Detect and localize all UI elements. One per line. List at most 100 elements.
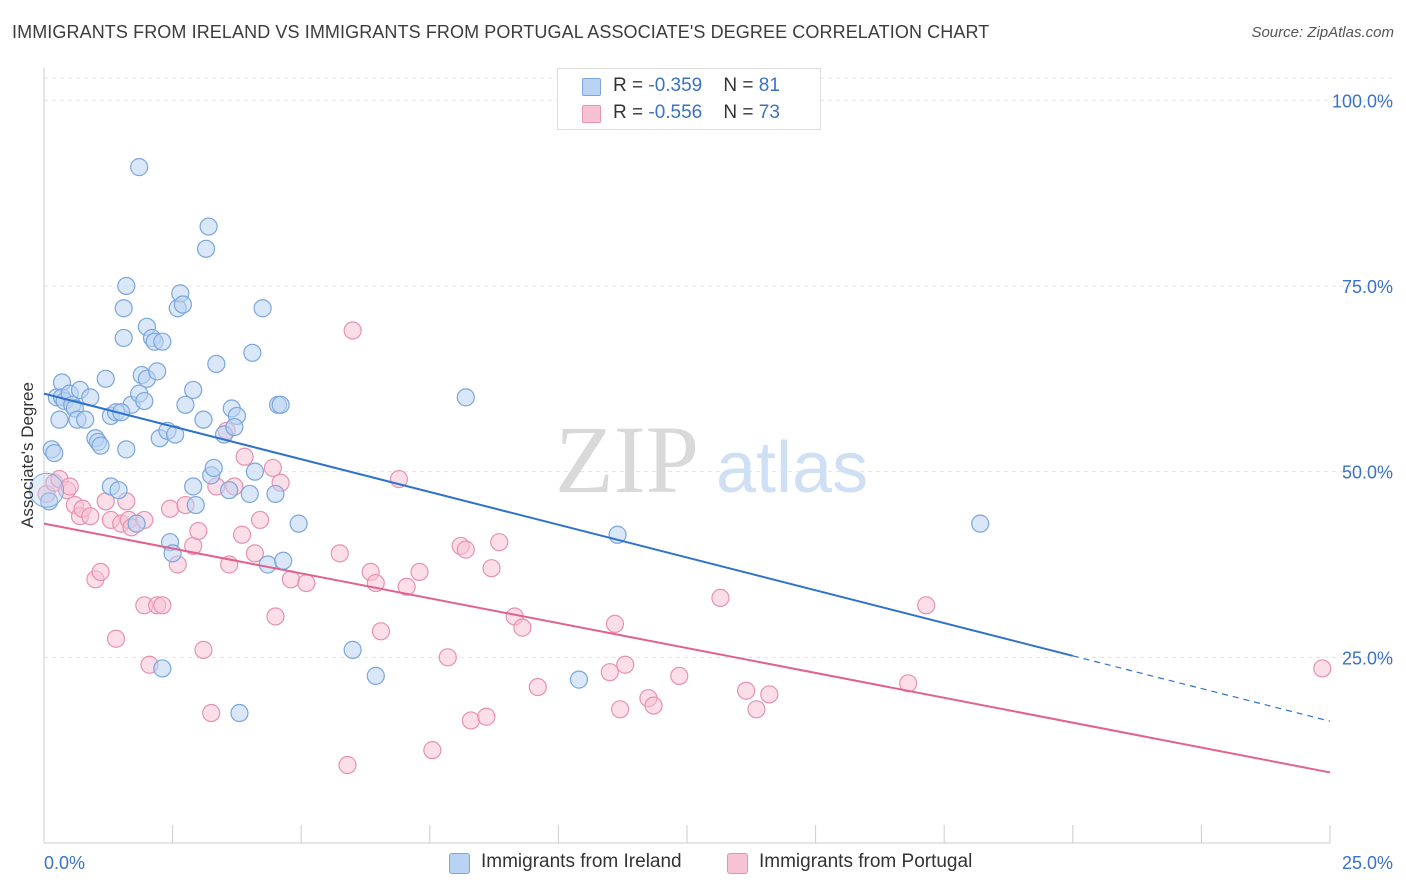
data-point-portugal [461,711,481,730]
data-point-ireland [366,666,385,685]
y-tick-label: 50.0% [1342,463,1393,483]
data-point-ireland [184,477,203,496]
r-value: -0.359 [648,75,703,96]
axes [43,68,1331,844]
legend-text-ireland: R = -0.359 N = 81 [613,75,780,97]
data-point-portugal [513,618,532,637]
data-point-portugal [194,640,213,659]
data-point-ireland [166,425,185,444]
data-point-portugal [490,533,509,552]
data-point-portugal [737,681,756,700]
legend-swatch-portugal [727,853,748,874]
data-point-ireland [148,362,167,381]
data-point-portugal [456,540,475,559]
data-point-ireland-cluster [29,472,65,508]
data-point-ireland [274,551,293,570]
n-label: N = [723,75,759,96]
watermark-zip: ZIP [555,406,699,513]
x-tick-label: 25.0% [1342,853,1393,873]
data-point-ireland [289,514,308,533]
y-tick-label: 100.0% [1332,91,1393,111]
data-point-portugal [477,707,496,726]
data-point-ireland [569,670,589,689]
data-point-ireland [258,555,277,574]
legend-swatch-ireland [449,853,470,874]
trendline-portugal [43,522,1331,774]
data-point-ireland [91,436,110,455]
data-point-ireland [253,299,272,318]
y-tick-labels: 25.0% 50.0% 75.0% 100.0% [1332,91,1393,668]
data-point-portugal [106,629,126,648]
data-point-ireland [199,217,218,236]
data-point-portugal [330,544,349,563]
data-point-portugal [423,741,442,760]
data-point-ireland [186,495,205,515]
data-point-portugal [153,596,172,615]
data-point-ireland [266,484,285,504]
data-point-portugal [1313,659,1332,678]
series-ireland-points [29,158,990,723]
data-point-ireland [76,410,95,429]
data-point-portugal [266,607,285,626]
y-axis-label: Associate's Degree [18,382,37,528]
source-label: Source: ZipAtlas.com [1251,24,1394,41]
data-point-portugal [263,458,283,478]
data-point-ireland [117,440,136,459]
legend-label-portugal: Immigrants from Portugal [759,851,973,872]
x-tick-labels: 0.0% 25.0% [44,853,1393,873]
data-point-portugal [644,696,663,715]
data-point-portugal [397,577,416,596]
data-point-ireland [220,481,239,500]
data-point-portugal [232,525,252,544]
data-point-ireland [114,328,133,348]
data-point-ireland [153,659,172,678]
data-point-portugal [670,666,689,685]
data-point-ireland [153,332,172,351]
data-point-portugal [616,655,635,674]
data-point-portugal [600,663,619,682]
data-point-portugal [81,507,100,526]
data-point-portugal [917,596,936,615]
data-point-ireland [173,295,192,314]
data-point-portugal [605,614,625,633]
x-tick-label: 0.0% [44,853,85,873]
data-point-ireland [240,484,259,504]
legend-label-ireland: Immigrants from Ireland [481,851,682,872]
data-point-ireland [45,443,64,463]
data-point-ireland [343,640,362,659]
r-label: R = [613,75,649,96]
data-point-portugal [711,588,730,608]
data-point-ireland [245,462,265,481]
n-label: N = [723,102,759,123]
data-point-ireland [112,403,131,422]
data-point-portugal [250,510,270,530]
data-point-ireland [243,343,262,362]
gridlines [44,77,1392,658]
series-portugal-points [37,321,1332,775]
data-point-portugal [189,521,208,541]
n-value: 73 [758,102,780,123]
data-point-ireland [225,417,244,437]
data-point-portugal [611,700,630,719]
data-point-ireland [456,388,475,407]
data-point-ireland [109,481,128,500]
data-point-portugal [297,573,316,593]
data-point-portugal [747,700,766,719]
data-point-ireland [50,410,69,429]
legend-swatch-portugal [582,105,601,123]
stats-legend: R = -0.359 N = 81 R = -0.556 N = 73 [557,68,821,130]
data-point-ireland [176,395,195,414]
data-point-ireland [114,299,133,318]
data-point-portugal [482,559,501,578]
data-point-portugal [438,648,457,667]
watermark: ZIP atlas [555,406,868,513]
legend-text-portugal: R = -0.556 N = 73 [613,102,780,124]
data-point-ireland [194,410,213,429]
data-point-ireland [271,395,290,414]
data-point-ireland [184,380,203,400]
data-point-portugal [338,755,357,775]
data-point-portugal [235,447,254,466]
data-point-ireland [230,703,249,723]
r-value: -0.556 [648,102,703,123]
